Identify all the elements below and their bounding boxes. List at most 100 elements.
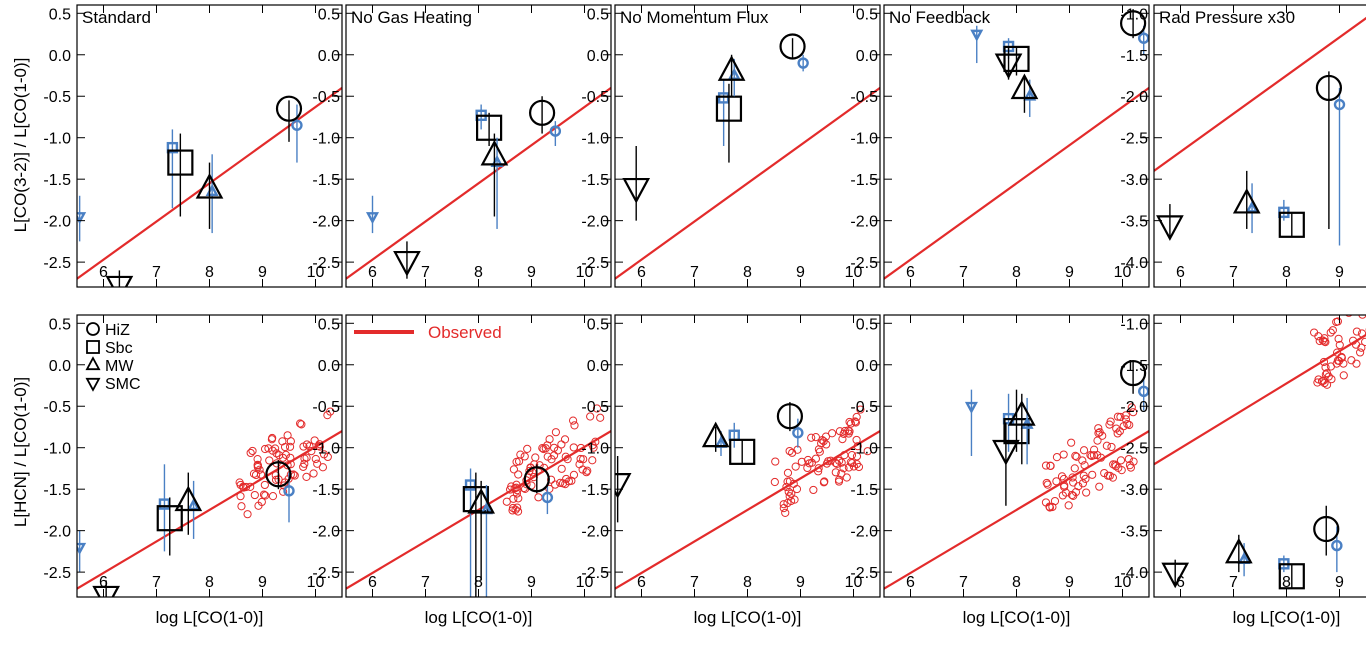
- panel-2: 6 7 8 9 10 0.5 0.0 -0.5 -1.0 -1.5 -2.0 -2.5 No Gas H…: [312, 4, 612, 288]
- observed-point: [271, 444, 280, 453]
- observed-point: [520, 452, 529, 461]
- y-tick-label: 0.0: [318, 358, 340, 375]
- observed-point: [589, 443, 598, 452]
- x-tick-label: 8: [1012, 574, 1021, 591]
- observed-point: [512, 457, 521, 466]
- smc-marker: [994, 53, 1023, 80]
- observed-point: [557, 440, 566, 449]
- observed-point: [267, 435, 276, 444]
- panel-8: 6 7 8 9 10 0.5 0.0 -0.5 -1.0 -1.5 -2.0 -2.5 log L[CO…: [581, 314, 881, 627]
- y-tick-label: -2.0: [581, 524, 609, 541]
- y-tick-label: -0.5: [43, 89, 71, 106]
- y-tick-label: -2.5: [43, 255, 71, 272]
- hiz-marker: [265, 461, 292, 488]
- plot-area: [1154, 16, 1366, 246]
- hiz-alt-marker: [291, 119, 303, 131]
- observed-point: [851, 417, 860, 426]
- observed-point: [259, 490, 269, 499]
- observed-point: [811, 433, 820, 442]
- observed-point: [1129, 408, 1138, 417]
- hiz-alt-marker: [1333, 98, 1346, 111]
- observed-point: [248, 446, 257, 456]
- y-tick-label: 0.0: [49, 48, 71, 65]
- mw-marker: [195, 173, 224, 199]
- observed-point: [1064, 501, 1073, 510]
- observed-point: [302, 453, 311, 462]
- observed-point: [296, 419, 305, 428]
- panel-3: 6 7 8 9 10 0.5 0.0 -0.5 -1.0 -1.5 -2.0 -2.5 No Momen…: [581, 4, 881, 288]
- observed-point: [564, 477, 574, 486]
- observed-point: [1093, 436, 1102, 445]
- observed-point: [852, 435, 861, 445]
- observed-point: [1057, 472, 1067, 481]
- observed-point: [279, 487, 288, 496]
- y-tick-label: -1.0: [850, 441, 878, 458]
- mw-marker: [1232, 187, 1261, 214]
- legend-mw-icon: [85, 356, 101, 371]
- y-tick-label: -1.0: [581, 441, 609, 458]
- observed-point: [588, 456, 597, 465]
- observed-point: [832, 459, 842, 468]
- observed-relation-line: [615, 87, 880, 280]
- x-tick-label: 8: [1012, 264, 1021, 281]
- observed-point: [323, 452, 332, 462]
- plot-area: [884, 9, 1149, 280]
- observed-point: [309, 469, 318, 478]
- observed-point: [837, 469, 846, 478]
- y-tick-label: -0.5: [850, 89, 878, 106]
- observed-point: [1321, 338, 1330, 347]
- observed-point: [509, 465, 518, 474]
- observed-point: [281, 450, 291, 459]
- sbc-alt-marker: [166, 141, 179, 154]
- observed-point: [1071, 488, 1081, 497]
- x-tick-label: 9: [1335, 574, 1344, 591]
- observed-point: [1314, 332, 1323, 341]
- x-axis-label: log L[CO(1-0)]: [963, 608, 1071, 627]
- observed-point: [1126, 463, 1135, 472]
- y-tick-label: 0.5: [587, 316, 609, 333]
- y-tick-label: -1.5: [43, 172, 71, 189]
- hiz-alt-marker: [1331, 539, 1343, 552]
- y-tick-label: -2.0: [312, 214, 340, 231]
- plot-area: [77, 407, 342, 597]
- observed-point: [842, 473, 851, 482]
- observed-point: [570, 421, 579, 430]
- observed-point: [539, 444, 548, 454]
- x-tick-label: 9: [1065, 574, 1074, 591]
- x-tick-label: 7: [690, 574, 699, 591]
- observed-point: [863, 447, 872, 456]
- observed-point: [1113, 429, 1122, 438]
- panels: 6 7 8 9 10 0.5 0.0 -0.5 -1.0 -1.5 -2.0 -2.5 Standard…: [43, 4, 1366, 627]
- panel-title: No Momentum Flux: [620, 8, 769, 27]
- observed-point: [779, 504, 788, 513]
- row-ylabel-top: L[CO(3-2)] / L[CO(1-0)]: [11, 58, 30, 233]
- sbc-marker: [1003, 45, 1030, 73]
- y-tick-label: -2.0: [43, 524, 71, 541]
- y-tick-label: -3.5: [1120, 524, 1148, 541]
- y-tick-label: -1.0: [43, 131, 71, 148]
- x-tick-label: 10: [576, 574, 594, 591]
- x-tick-label: 9: [796, 574, 805, 591]
- y-tick-label: -2.5: [43, 565, 71, 582]
- observed-point: [847, 458, 857, 468]
- y-tick-label: -3.0: [1120, 482, 1148, 499]
- panel-6: 6 7 8 9 10 0.5 0.0 -0.5 -1.0 -1.5 -2.0 -2.5 log L[CO…: [43, 314, 343, 627]
- y-tick-label: -1.5: [312, 482, 340, 499]
- y-tick-label: -1.0: [581, 131, 609, 148]
- observed-point: [260, 444, 270, 454]
- smc-alt-marker: [970, 29, 984, 42]
- y-tick-label: -1.0: [850, 131, 878, 148]
- observed-point: [236, 480, 245, 490]
- x-tick-label: 10: [1114, 264, 1132, 281]
- observed-point: [511, 505, 520, 514]
- y-tick-label: -0.5: [581, 399, 609, 416]
- observed-point: [791, 462, 800, 471]
- observed-point: [299, 442, 308, 451]
- observed-point: [1061, 488, 1070, 497]
- observed-point: [1106, 417, 1115, 426]
- x-tick-label: 8: [1282, 574, 1291, 591]
- observed-point: [1328, 326, 1337, 335]
- observed-point: [803, 463, 812, 473]
- observed-point: [1123, 420, 1132, 429]
